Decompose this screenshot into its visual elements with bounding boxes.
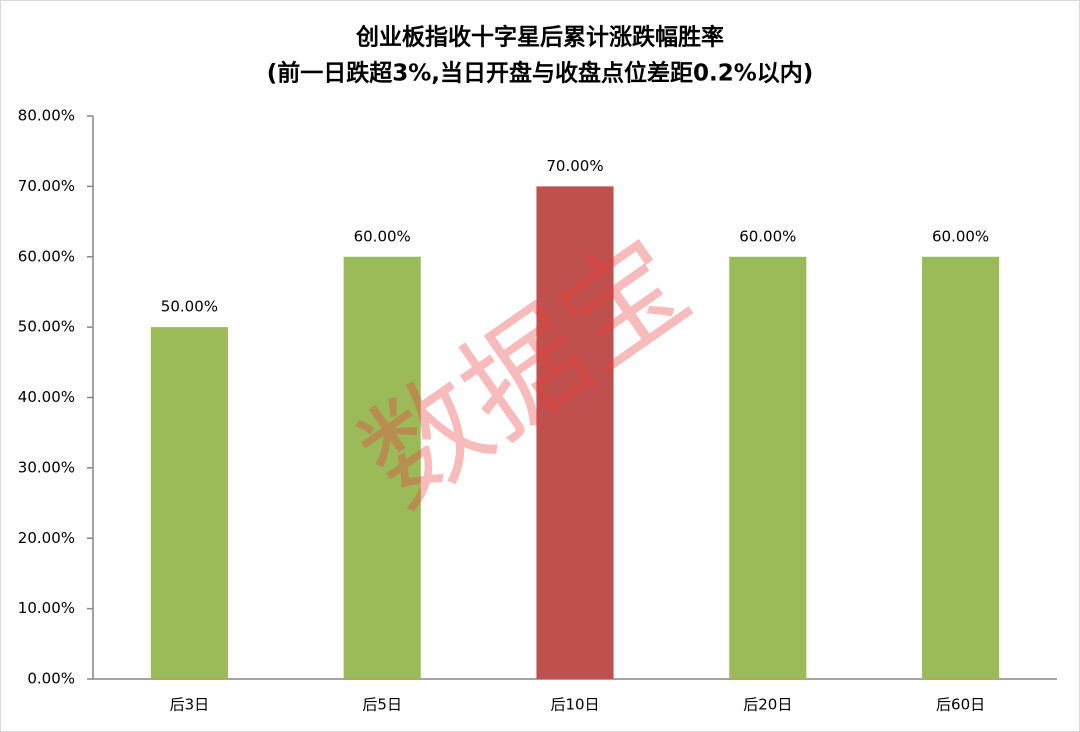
y-tick-label: 20.00%	[18, 529, 75, 547]
x-tick-label: 后3日	[170, 696, 210, 714]
bar	[536, 186, 614, 679]
y-tick-label: 50.00%	[18, 318, 75, 336]
y-tick-label: 40.00%	[18, 388, 75, 406]
bar	[150, 327, 228, 679]
value-label: 70.00%	[546, 157, 603, 175]
bar	[343, 256, 421, 679]
y-tick-label: 70.00%	[18, 177, 75, 195]
bar	[922, 256, 1000, 679]
x-tick-label: 后20日	[743, 696, 792, 714]
y-tick-label: 30.00%	[18, 458, 75, 476]
x-tick-label: 后60日	[936, 696, 985, 714]
chart-title: 创业板指收十字星后累计涨跌幅胜率	[355, 24, 724, 51]
value-label: 60.00%	[932, 227, 989, 245]
chart-subtitle: (前一日跌超3%,当日开盘与收盘点位差距0.2%以内)	[267, 60, 814, 87]
value-label: 60.00%	[354, 227, 411, 245]
y-tick-label: 10.00%	[18, 599, 75, 617]
value-label: 50.00%	[161, 298, 218, 316]
bar	[729, 256, 807, 679]
y-tick-label: 80.00%	[18, 107, 75, 125]
x-tick-label: 后5日	[362, 696, 402, 714]
value-label: 60.00%	[739, 227, 796, 245]
y-tick-label: 0.00%	[27, 670, 75, 688]
x-tick-label: 后10日	[550, 696, 599, 714]
y-tick-label: 60.00%	[18, 247, 75, 265]
